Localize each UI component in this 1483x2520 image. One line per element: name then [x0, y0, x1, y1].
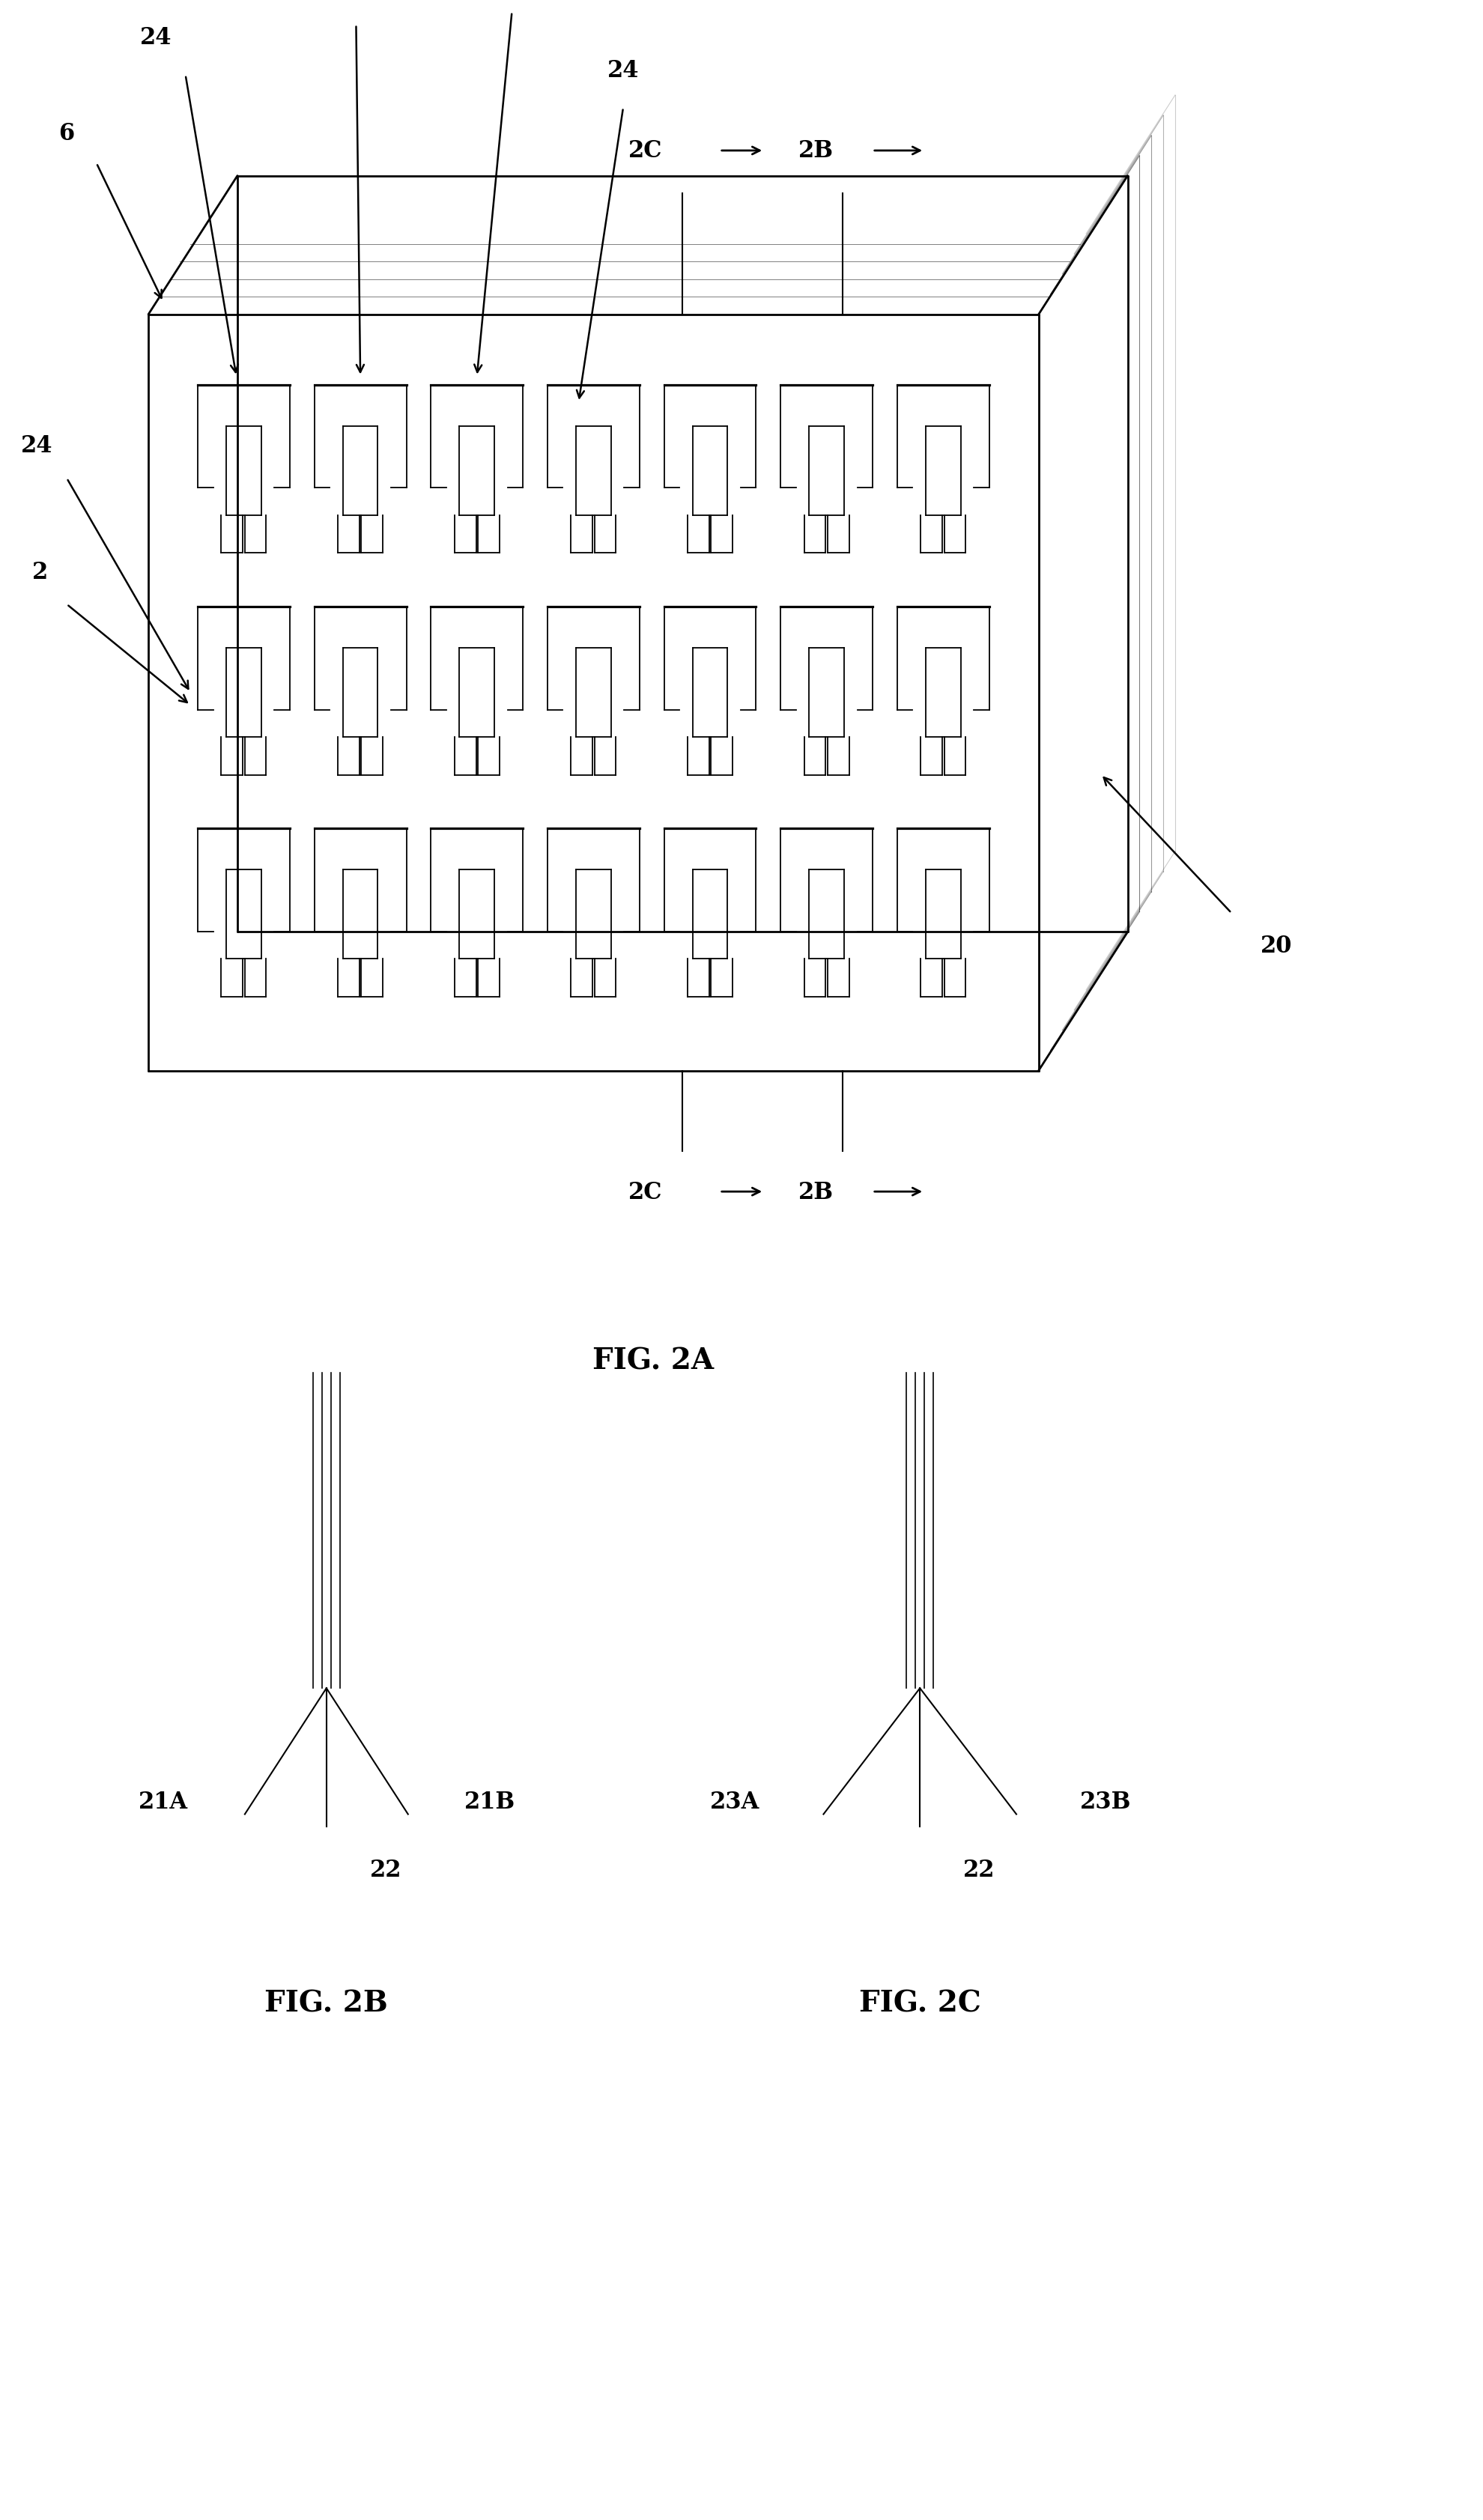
- Text: 2: 2: [33, 559, 47, 585]
- Text: FIG. 2B: FIG. 2B: [264, 1988, 389, 2019]
- Text: 21A: 21A: [138, 1789, 188, 1814]
- Text: 22: 22: [369, 1857, 402, 1882]
- Text: 21B: 21B: [464, 1789, 515, 1814]
- Text: 2C: 2C: [629, 1179, 661, 1205]
- Text: FIG. 2A: FIG. 2A: [592, 1346, 713, 1376]
- Text: 24: 24: [21, 433, 53, 459]
- Text: 6: 6: [59, 121, 74, 146]
- Text: 22: 22: [962, 1857, 995, 1882]
- Text: 2B: 2B: [798, 1179, 833, 1205]
- Text: 2B: 2B: [798, 139, 833, 164]
- Text: 20: 20: [1259, 935, 1292, 958]
- Text: 2C: 2C: [629, 139, 661, 164]
- Text: 23B: 23B: [1080, 1789, 1130, 1814]
- Text: 23A: 23A: [709, 1789, 759, 1814]
- Text: 24: 24: [607, 58, 639, 83]
- Text: 24: 24: [139, 25, 172, 50]
- Text: FIG. 2C: FIG. 2C: [859, 1988, 980, 2019]
